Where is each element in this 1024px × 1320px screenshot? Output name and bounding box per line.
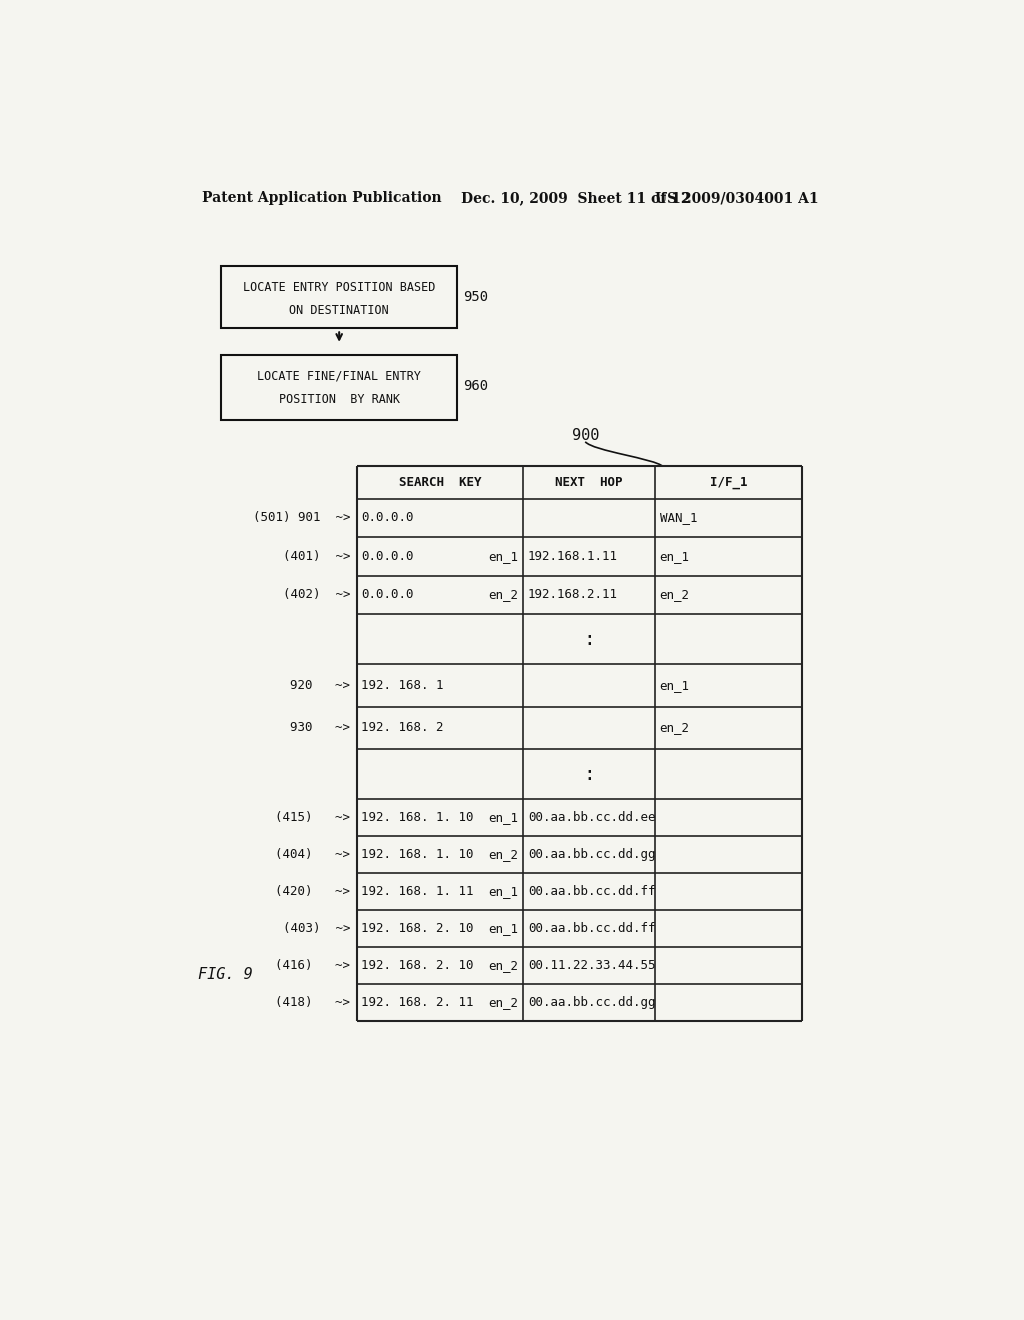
Text: POSITION  BY RANK: POSITION BY RANK xyxy=(279,393,399,407)
Text: 192.168.2.11: 192.168.2.11 xyxy=(528,589,617,602)
Text: en_2: en_2 xyxy=(659,589,689,602)
Text: 00.aa.bb.cc.dd.gg: 00.aa.bb.cc.dd.gg xyxy=(528,995,655,1008)
Text: US 2009/0304001 A1: US 2009/0304001 A1 xyxy=(655,191,818,206)
Text: Patent Application Publication: Patent Application Publication xyxy=(202,191,441,206)
Text: en_1: en_1 xyxy=(488,550,518,564)
Text: 192. 168. 2. 10: 192. 168. 2. 10 xyxy=(361,921,474,935)
Text: WAN_1: WAN_1 xyxy=(659,511,697,524)
Text: 0.0.0.0: 0.0.0.0 xyxy=(361,511,414,524)
Text: (420)   ~>: (420) ~> xyxy=(275,884,350,898)
Text: en_2: en_2 xyxy=(488,995,518,1008)
Text: LOCATE FINE/FINAL ENTRY: LOCATE FINE/FINAL ENTRY xyxy=(257,370,421,383)
Text: 900: 900 xyxy=(571,428,599,444)
Text: 0.0.0.0: 0.0.0.0 xyxy=(361,550,414,564)
Text: (402)  ~>: (402) ~> xyxy=(283,589,350,602)
Text: 192. 168. 2. 11: 192. 168. 2. 11 xyxy=(361,995,474,1008)
Text: en_1: en_1 xyxy=(488,810,518,824)
Text: en_2: en_2 xyxy=(488,589,518,602)
Text: en_2: en_2 xyxy=(488,958,518,972)
Text: :: : xyxy=(584,630,595,648)
Text: en_2: en_2 xyxy=(659,721,689,734)
Text: en_2: en_2 xyxy=(488,847,518,861)
Text: 192. 168. 1: 192. 168. 1 xyxy=(361,678,443,692)
Text: 192. 168. 2. 10: 192. 168. 2. 10 xyxy=(361,958,474,972)
Text: LOCATE ENTRY POSITION BASED: LOCATE ENTRY POSITION BASED xyxy=(243,281,435,294)
Text: (401)  ~>: (401) ~> xyxy=(283,550,350,564)
Text: Dec. 10, 2009  Sheet 11 of 12: Dec. 10, 2009 Sheet 11 of 12 xyxy=(461,191,691,206)
Text: 0.0.0.0: 0.0.0.0 xyxy=(361,589,414,602)
Text: 192. 168. 1. 10: 192. 168. 1. 10 xyxy=(361,810,474,824)
Text: I/F_1: I/F_1 xyxy=(710,477,748,490)
Bar xyxy=(221,267,458,327)
Text: 950: 950 xyxy=(464,290,488,304)
Bar xyxy=(221,355,458,420)
Text: en_1: en_1 xyxy=(488,884,518,898)
Text: :: : xyxy=(584,764,595,784)
Text: ON DESTINATION: ON DESTINATION xyxy=(290,305,389,317)
Text: FIG. 9: FIG. 9 xyxy=(198,968,253,982)
Text: 00.11.22.33.44.55: 00.11.22.33.44.55 xyxy=(528,958,655,972)
Text: 00.aa.bb.cc.dd.ff: 00.aa.bb.cc.dd.ff xyxy=(528,921,655,935)
Text: en_1: en_1 xyxy=(659,550,689,564)
Text: (418)   ~>: (418) ~> xyxy=(275,995,350,1008)
Text: 192. 168. 1. 11: 192. 168. 1. 11 xyxy=(361,884,474,898)
Text: en_1: en_1 xyxy=(659,678,689,692)
Text: (416)   ~>: (416) ~> xyxy=(275,958,350,972)
Text: (404)   ~>: (404) ~> xyxy=(275,847,350,861)
Text: 00.aa.bb.cc.dd.gg: 00.aa.bb.cc.dd.gg xyxy=(528,847,655,861)
Text: 00.aa.bb.cc.dd.ee: 00.aa.bb.cc.dd.ee xyxy=(528,810,655,824)
Text: 920   ~>: 920 ~> xyxy=(291,678,350,692)
Text: 192. 168. 1. 10: 192. 168. 1. 10 xyxy=(361,847,474,861)
Text: 192. 168. 2: 192. 168. 2 xyxy=(361,721,443,734)
Text: 960: 960 xyxy=(464,379,488,392)
Text: (403)  ~>: (403) ~> xyxy=(283,921,350,935)
Text: 00.aa.bb.cc.dd.ff: 00.aa.bb.cc.dd.ff xyxy=(528,884,655,898)
Text: NEXT  HOP: NEXT HOP xyxy=(555,477,623,490)
Text: SEARCH  KEY: SEARCH KEY xyxy=(398,477,481,490)
Text: 192.168.1.11: 192.168.1.11 xyxy=(528,550,617,564)
Text: (415)   ~>: (415) ~> xyxy=(275,810,350,824)
Text: (501) 901  ~>: (501) 901 ~> xyxy=(253,511,350,524)
Text: en_1: en_1 xyxy=(488,921,518,935)
Text: 930   ~>: 930 ~> xyxy=(291,721,350,734)
